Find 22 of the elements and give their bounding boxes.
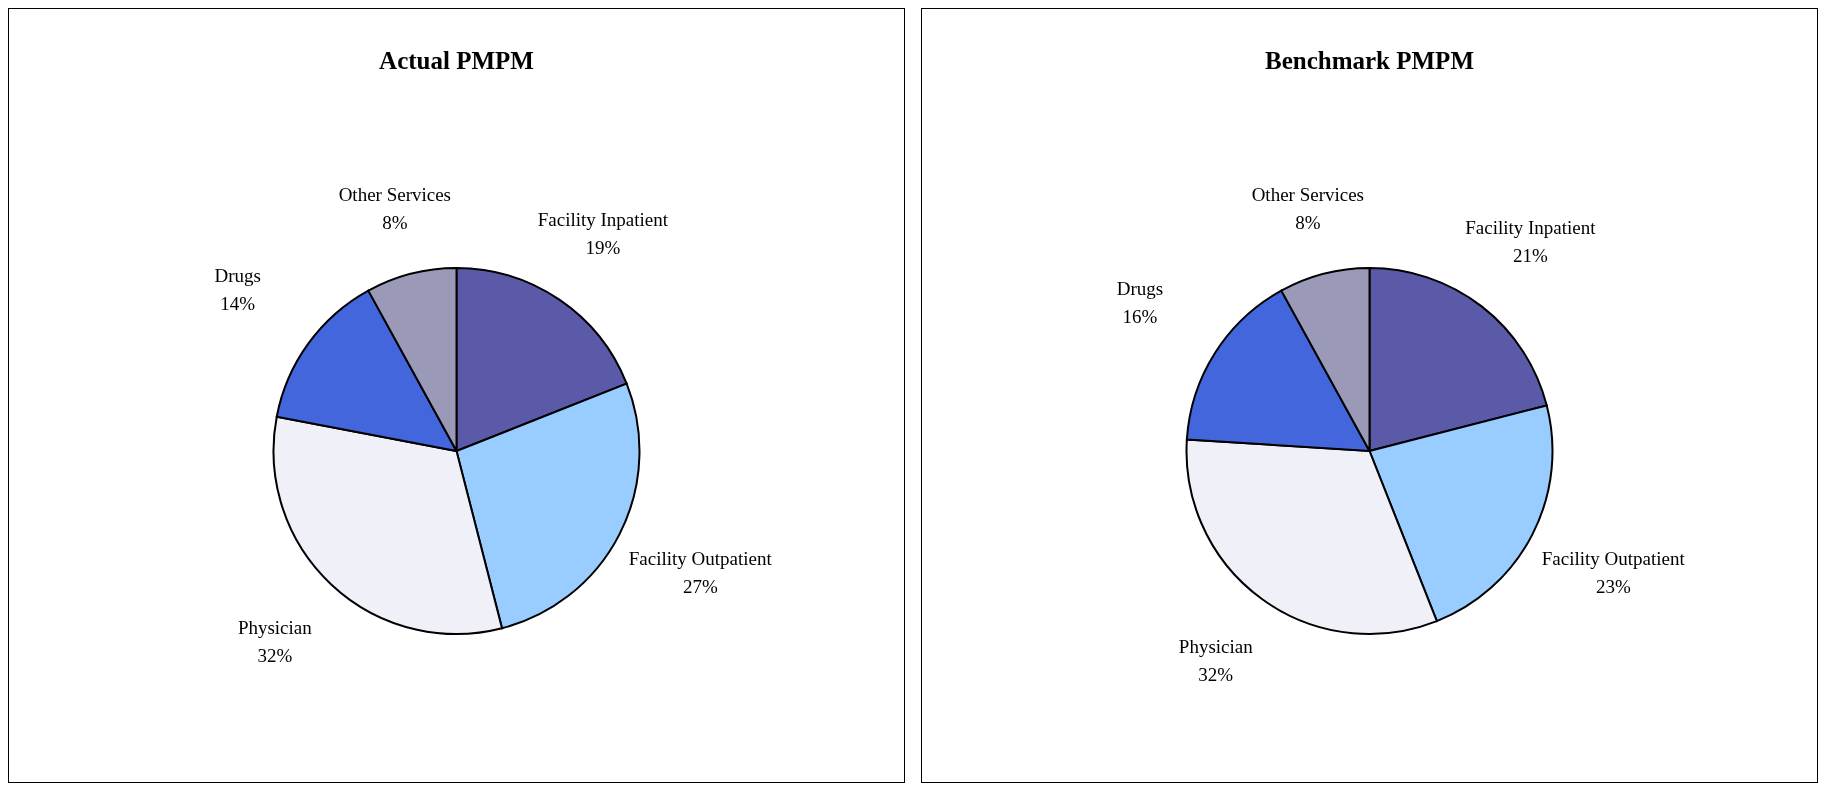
chart-title: Actual PMPM (378, 47, 535, 75)
data-label: 32% (1198, 663, 1234, 685)
data-label: 16% (1122, 306, 1158, 328)
data-label: 23% (1595, 576, 1631, 598)
slice-label: Facility Outpatient (1541, 548, 1686, 570)
slice-label: Facility Inpatient (537, 208, 669, 230)
data-label: 14% (220, 293, 256, 315)
slice-label: Physician (237, 617, 313, 639)
data-label: 27% (682, 576, 718, 598)
data-label: 32% (257, 645, 293, 667)
slice-label: Other Services (1251, 183, 1365, 205)
chart-title: Benchmark PMPM (1264, 47, 1475, 75)
data-label: 8% (1295, 211, 1321, 233)
slice-label: Drugs (214, 265, 261, 287)
data-label: 21% (1512, 244, 1548, 266)
slice-label: Physician (1178, 635, 1254, 657)
data-label: 8% (382, 211, 408, 233)
slice-label: Other Services (338, 183, 452, 205)
data-label: 19% (585, 236, 621, 258)
slice-label: Facility Inpatient (1465, 216, 1597, 238)
slice-label: Drugs (1116, 278, 1164, 300)
slice-label: Facility Outpatient (628, 548, 773, 570)
